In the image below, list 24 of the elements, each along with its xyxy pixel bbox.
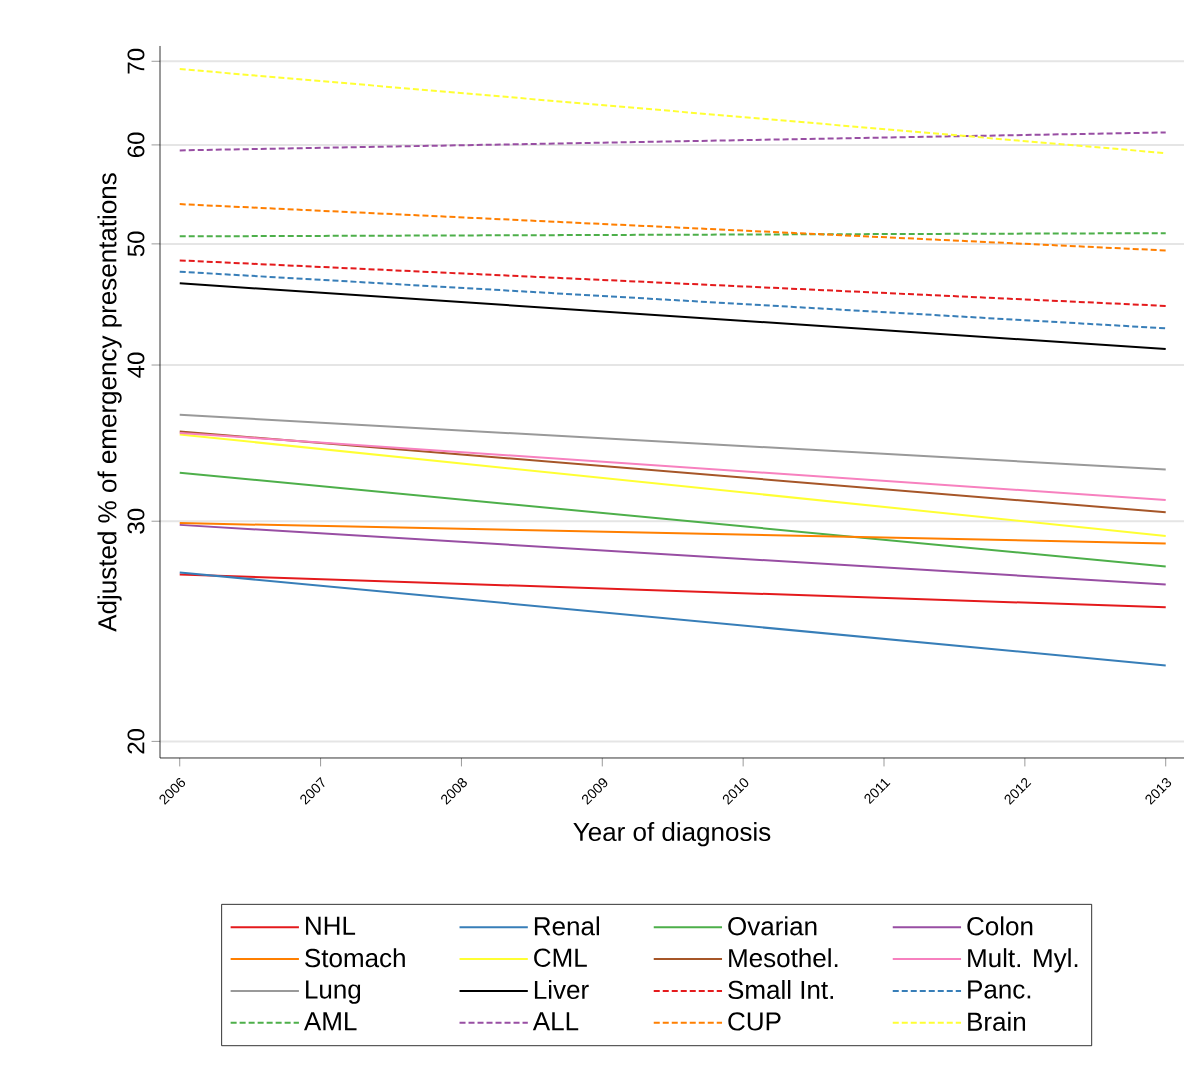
- legend-label: Colon: [967, 916, 1033, 936]
- legend-label: Liver: [534, 980, 589, 1000]
- legend-label: Lung: [306, 980, 361, 1004]
- legend-label: Renal: [534, 916, 599, 936]
- y-tick-label: 70: [127, 48, 145, 74]
- x-axis-title: Year of diagnosis: [573, 822, 771, 847]
- y-tick-label: 50: [127, 231, 145, 257]
- y-tick-label: 60: [127, 132, 145, 158]
- legend-label: Small Int.: [728, 980, 834, 1000]
- legend-label: CUP: [728, 1012, 781, 1031]
- legend-label: Ovarian: [728, 916, 817, 936]
- legend-label: NHL: [306, 916, 356, 935]
- legend-label: Panc.: [968, 980, 1031, 999]
- legend-label: ALL: [532, 1012, 579, 1031]
- legend-label: Brain: [968, 1011, 1026, 1031]
- legend-label: Stomach: [305, 948, 405, 968]
- legend-label: AML: [303, 1012, 357, 1031]
- legend-label: Mesothel.: [729, 948, 838, 968]
- legend-label: CML: [534, 948, 587, 967]
- y-tick-label: 20: [127, 728, 145, 754]
- legend-label: Mult. Myl.: [968, 948, 1078, 973]
- y-tick-label: 40: [127, 352, 145, 378]
- y-tick-label: 30: [127, 508, 145, 534]
- y-axis-title: Adjusted % of emergency presentations: [97, 173, 122, 632]
